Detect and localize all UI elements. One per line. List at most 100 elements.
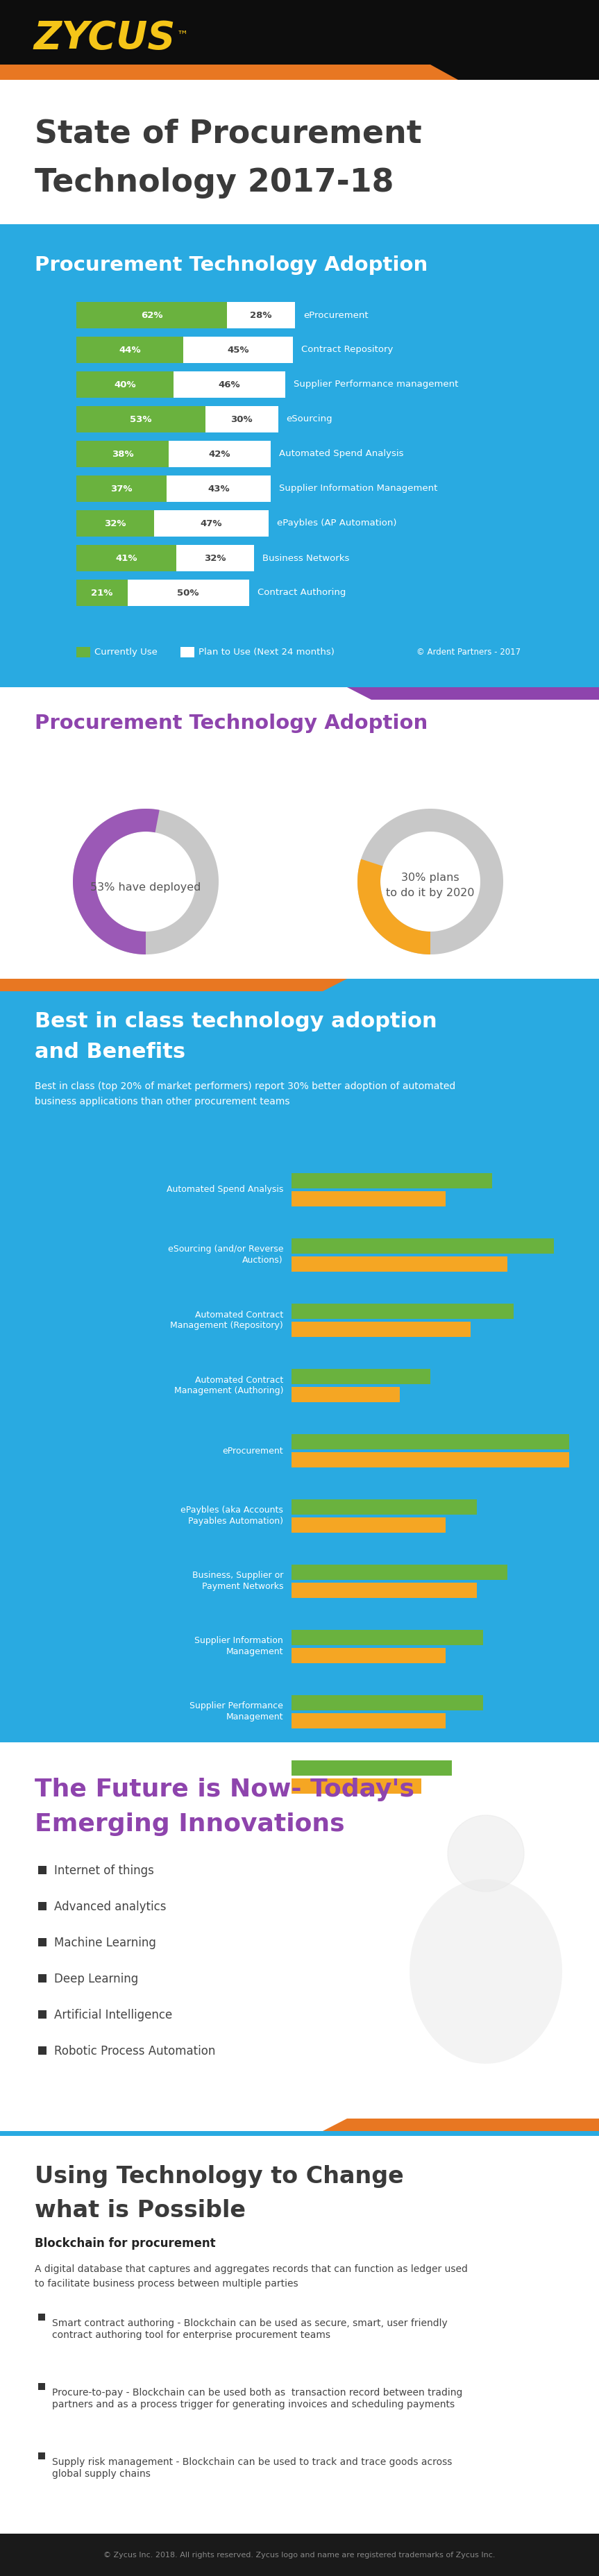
Text: Automated Contract: Automated Contract <box>195 1311 283 1319</box>
Bar <box>38 2452 45 2460</box>
Bar <box>0 2535 599 2576</box>
Text: Contract Authoring: Contract Authoring <box>257 587 346 598</box>
Text: Automated Spend Analysis: Automated Spend Analysis <box>167 1185 283 1195</box>
Text: partners and as a process trigger for generating invoices and scheduling payment: partners and as a process trigger for ge… <box>52 2401 455 2409</box>
Text: Supply Risk Management: Supply Risk Management <box>173 1772 283 1783</box>
Bar <box>76 440 169 466</box>
Text: Supplier Information Management: Supplier Information Management <box>279 484 437 492</box>
Text: to do it by 2020: to do it by 2020 <box>386 889 474 899</box>
Bar <box>76 371 174 397</box>
Bar <box>0 1741 599 2130</box>
Bar <box>0 80 599 229</box>
Text: Management (Authoring): Management (Authoring) <box>174 1386 283 1396</box>
Text: and Benefits: and Benefits <box>35 1043 186 1061</box>
Bar <box>38 2045 47 2056</box>
Text: Emerging Innovations: Emerging Innovations <box>35 1814 344 1837</box>
Text: ePaybles (AP Automation): ePaybles (AP Automation) <box>277 518 397 528</box>
Text: Machine Learning: Machine Learning <box>54 1937 156 1950</box>
Bar <box>76 337 183 363</box>
Bar <box>38 2383 45 2391</box>
Text: Best in class technology adoption: Best in class technology adoption <box>35 1012 437 1033</box>
Text: A digital database that captures and aggregates records that can function as led: A digital database that captures and agg… <box>35 2264 468 2287</box>
Text: 38%: 38% <box>111 448 134 459</box>
Bar <box>38 1901 47 1911</box>
Bar <box>0 229 599 688</box>
Polygon shape <box>73 809 219 956</box>
Polygon shape <box>323 2117 599 2130</box>
Text: 28%: 28% <box>250 312 272 319</box>
Bar <box>76 510 154 536</box>
Circle shape <box>447 1816 524 1891</box>
Text: State of Procurement: State of Procurement <box>35 118 422 149</box>
Bar <box>167 477 271 502</box>
Bar <box>38 1973 47 1984</box>
Bar <box>227 301 295 327</box>
Bar <box>292 1759 452 1775</box>
Text: Procurement Technology Adoption: Procurement Technology Adoption <box>35 714 428 734</box>
Bar <box>169 440 271 466</box>
Text: eProcurement: eProcurement <box>303 312 368 319</box>
Text: Supplier Performance management: Supplier Performance management <box>294 381 458 389</box>
Text: Technology 2017-18: Technology 2017-18 <box>35 167 394 198</box>
Polygon shape <box>73 809 159 956</box>
Text: ™: ™ <box>177 28 189 41</box>
Text: The Future is Now- Today's: The Future is Now- Today's <box>35 1777 415 1801</box>
Text: Blockchain for procurement: Blockchain for procurement <box>35 2236 216 2249</box>
Text: Supplier Performance: Supplier Performance <box>189 1703 283 1710</box>
Text: Management: Management <box>226 1713 283 1721</box>
Bar <box>154 510 268 536</box>
Text: 32%: 32% <box>104 518 126 528</box>
Text: Currently Use: Currently Use <box>95 647 158 657</box>
Text: Business Networks: Business Networks <box>262 554 349 562</box>
Bar <box>76 407 205 433</box>
Text: Robotic Process Automation: Robotic Process Automation <box>54 2045 216 2058</box>
Text: 50%: 50% <box>177 587 199 598</box>
Text: 30%: 30% <box>231 415 253 425</box>
Text: Deep Learning: Deep Learning <box>54 1973 138 1986</box>
Bar <box>292 1713 446 1728</box>
Bar <box>292 1582 477 1597</box>
Text: Automated Contract: Automated Contract <box>195 1376 283 1383</box>
Bar <box>292 1386 400 1401</box>
Bar <box>174 371 285 397</box>
Text: Best in class (top 20% of market performers) report 30% better adoption of autom: Best in class (top 20% of market perform… <box>35 1082 455 1105</box>
Bar <box>38 1865 47 1875</box>
Text: 44%: 44% <box>119 345 141 355</box>
Text: Procure-to-pay - Blockchain can be used both as  transaction record between trad: Procure-to-pay - Blockchain can be used … <box>52 2388 462 2398</box>
Polygon shape <box>358 858 430 956</box>
Polygon shape <box>358 809 503 956</box>
Text: Internet of things: Internet of things <box>54 1865 154 1878</box>
Bar <box>76 301 227 327</box>
Text: Using Technology to Change: Using Technology to Change <box>35 2164 404 2187</box>
Bar <box>38 2009 47 2020</box>
Bar <box>183 337 292 363</box>
Text: contract authoring tool for enterprise procurement teams: contract authoring tool for enterprise p… <box>52 2331 331 2339</box>
Bar <box>76 546 176 572</box>
Bar <box>180 647 194 657</box>
Bar <box>0 2130 599 2136</box>
Text: Business, Supplier or: Business, Supplier or <box>192 1571 283 1579</box>
Text: ePaybles (aka Accounts: ePaybles (aka Accounts <box>180 1507 283 1515</box>
Bar <box>292 1303 513 1319</box>
Text: Smart contract authoring - Blockchain can be used as secure, smart, user friendl: Smart contract authoring - Blockchain ca… <box>52 2318 447 2329</box>
Text: © Zycus Inc. 2018. All rights reserved. Zycus logo and name are registered trade: © Zycus Inc. 2018. All rights reserved. … <box>104 2550 495 2558</box>
Text: Advanced analytics: Advanced analytics <box>54 1901 167 1914</box>
Bar <box>0 0 599 80</box>
Bar <box>292 1695 483 1710</box>
Bar <box>292 1435 569 1450</box>
Text: Auctions): Auctions) <box>243 1257 283 1265</box>
Bar <box>0 979 599 1741</box>
Text: 46%: 46% <box>219 381 240 389</box>
Bar <box>292 1257 507 1273</box>
Text: Supplier Information: Supplier Information <box>195 1636 283 1646</box>
Text: Management: Management <box>226 1649 283 1656</box>
Text: 43%: 43% <box>207 484 229 492</box>
Text: Management (Repository): Management (Repository) <box>170 1321 283 1329</box>
Text: 40%: 40% <box>114 381 136 389</box>
Text: ZYCUS: ZYCUS <box>34 21 175 57</box>
Text: Plan to Use (Next 24 months): Plan to Use (Next 24 months) <box>198 647 334 657</box>
Text: eSourcing: eSourcing <box>286 415 332 425</box>
Polygon shape <box>0 979 347 992</box>
Bar <box>292 1649 446 1664</box>
Text: Artificial Intelligence: Artificial Intelligence <box>54 2009 173 2022</box>
